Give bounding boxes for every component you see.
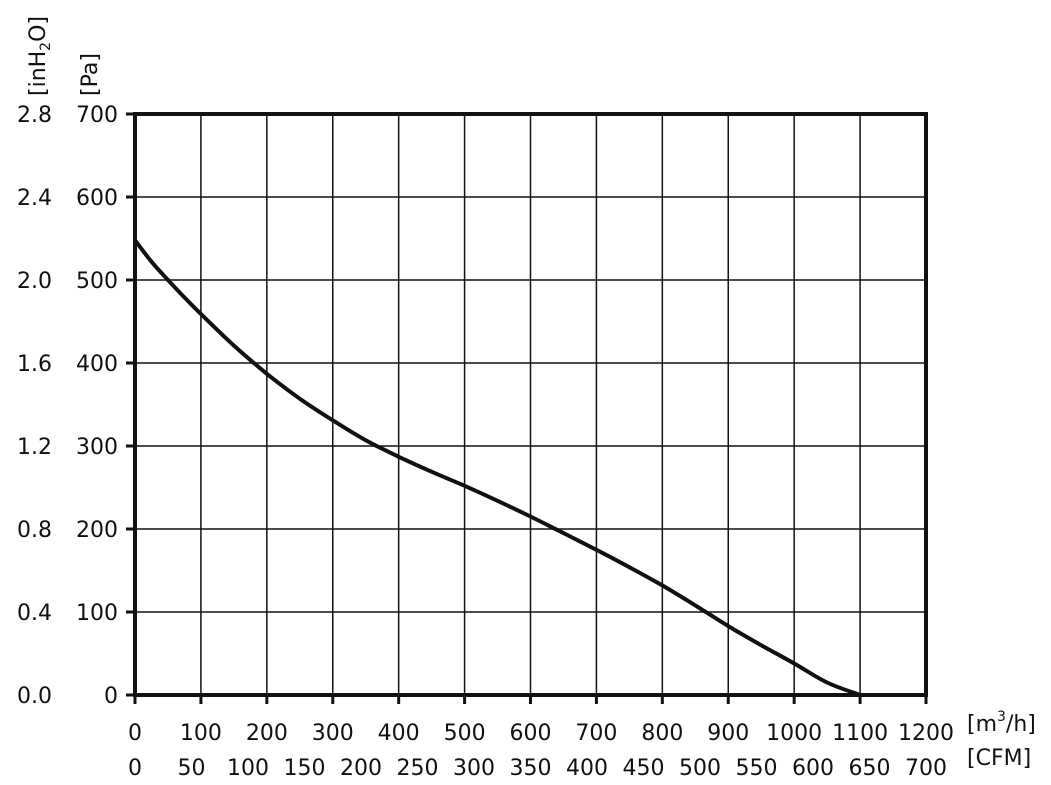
tick-labels: 0 100 200 300 400 500 600 700 800 900 1000 1100 1200… [17,103,954,781]
x-tick-label-cfm: 700 [905,756,947,781]
y-axis-pa-label: [Pa] [78,53,103,96]
x-tick-label-cfm: 150 [284,756,326,781]
y-tick-label-inh2o: 1.2 [17,435,52,460]
x-tick-label-cfm: 300 [453,756,495,781]
performance-curve-line [133,238,863,697]
x-tick-label-m3h: 200 [246,721,288,746]
x-tick-label-cfm: 100 [227,756,269,781]
x-tick-label-m3h: 100 [180,721,222,746]
x-tick-label-m3h: 800 [641,721,683,746]
x-tick-label-cfm: 500 [679,756,721,781]
x-tick-label-cfm: 200 [340,756,382,781]
x-tick-label-m3h: 1200 [898,721,954,746]
y-tick-label-pa: 300 [76,435,118,460]
tick-marks [126,112,928,704]
x-tick-label-cfm: 400 [566,756,608,781]
x-tick-label-m3h: 300 [312,721,354,746]
x-tick-label-cfm: 250 [397,756,439,781]
y-tick-label-pa: 500 [76,269,118,294]
x-tick-label-cfm: 550 [736,756,778,781]
x-tick-label-cfm: 600 [792,756,834,781]
y-tick-label-inh2o: 1.6 [17,352,52,377]
x-tick-label-cfm: 450 [623,756,665,781]
x-tick-label-m3h: 600 [510,721,552,746]
y-tick-label-pa: 600 [76,186,118,211]
x-tick-label-m3h: 900 [707,721,749,746]
y-tick-label-pa: 0 [104,684,118,709]
x-tick-label-m3h: 1000 [766,721,822,746]
grid [135,114,926,695]
x-tick-label-cfm: 50 [178,756,206,781]
y-tick-label-inh2o: 0.0 [17,684,52,709]
x-tick-label-cfm: 0 [128,756,142,781]
y-tick-label-pa: 700 [76,103,118,128]
y-tick-label-inh2o: 2.4 [17,186,52,211]
y-tick-label-pa: 200 [76,518,118,543]
x-tick-label-cfm: 650 [849,756,891,781]
y-axis-inh2o-label: [inH2O] [26,16,54,96]
x-tick-label-m3h: 0 [128,721,142,746]
x-axis-m3h-label: [m3/h] [967,709,1036,737]
x-tick-label-m3h: 700 [575,721,617,746]
x-tick-label-m3h: 400 [378,721,420,746]
x-tick-label-m3h: 1100 [832,721,888,746]
x-axis-cfm-label: [CFM] [967,746,1031,771]
y-tick-label-inh2o: 0.8 [17,518,52,543]
y-tick-label-inh2o: 2.0 [17,269,52,294]
y-tick-label-pa: 100 [76,601,118,626]
y-tick-label-inh2o: 0.4 [17,601,52,626]
y-tick-label-pa: 400 [76,352,118,377]
x-tick-label-m3h: 500 [444,721,486,746]
curve-layer [133,238,863,697]
y-tick-label-inh2o: 2.8 [17,103,52,128]
x-tick-label-cfm: 350 [510,756,552,781]
